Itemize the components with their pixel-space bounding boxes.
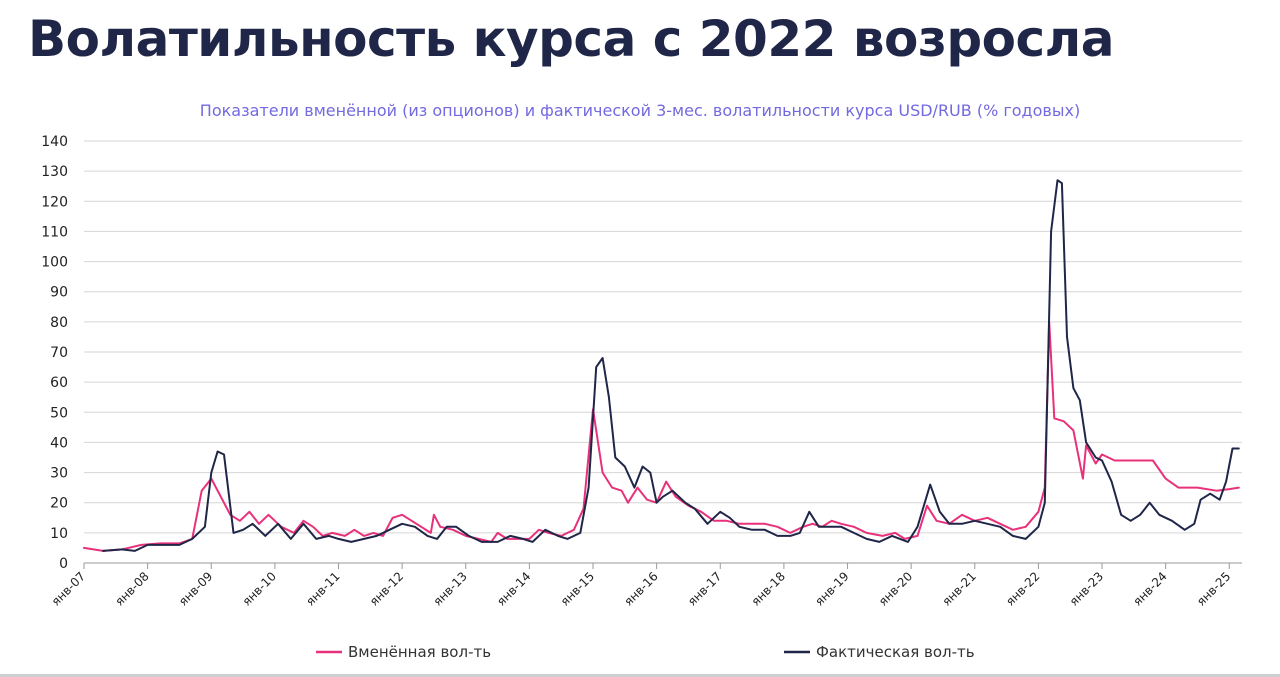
y-tick-label: 70 [50,345,68,361]
y-tick-label: 60 [50,375,68,391]
x-tick-label: янв-18 [749,569,788,608]
y-tick-label: 50 [50,405,68,421]
page-title: Волатильность курса с 2022 возросла [28,10,1115,68]
y-tick-label: 10 [50,526,68,542]
x-axis: янв-07 янв-08 янв-09 янв-10 янв-11 янв-12 янв-… [49,563,1233,609]
y-tick-label: 90 [50,285,68,301]
y-tick-label: 110 [41,224,68,240]
y-tick-label: 0 [59,556,68,572]
y-tick-label: 130 [41,164,68,180]
series-line-implied-vol [83,320,1240,552]
x-tick-label: янв-09 [176,569,215,608]
chart-subtitle: Показатели вменённой (из опционов) и фак… [199,101,1081,120]
x-tick-label: янв-19 [812,569,851,608]
y-tick-label: 30 [50,466,68,482]
x-tick-label: янв-14 [494,569,533,608]
x-tick-label: янв-16 [621,569,660,608]
x-tick-label: янв-17 [685,569,724,608]
y-tick-label: 80 [50,315,68,331]
y-tick-label: 20 [50,496,68,512]
x-tick-label: янв-24 [1130,569,1169,608]
legend-label: Вменённая вол-ть [348,643,491,661]
bottom-divider [0,674,1280,677]
x-tick-label: янв-21 [939,569,978,608]
y-tick-label: 100 [41,255,68,271]
x-tick-label: янв-10 [240,569,279,608]
x-tick-label: янв-23 [1067,569,1106,608]
x-tick-label: янв-22 [1003,569,1042,608]
y-tick-label: 120 [41,194,68,210]
x-tick-label: янв-07 [49,569,88,608]
x-tick-label: янв-25 [1194,569,1233,608]
series-lines [83,179,1240,552]
series-line-realized-vol [102,179,1240,552]
x-tick-label: янв-15 [558,569,597,608]
x-tick-label: янв-13 [430,569,469,608]
x-tick-label: янв-08 [112,569,151,608]
x-tick-label: янв-20 [876,569,915,608]
x-tick-label: янв-11 [303,569,342,608]
x-tick-label: янв-12 [367,569,406,608]
legend: Вменённая вол-ть Фактическая вол-ть [316,643,975,661]
y-tick-label: 140 [41,134,68,150]
legend-label: Фактическая вол-ть [816,643,975,661]
y-tick-label: 40 [50,435,68,451]
y-axis: 0 10 20 30 40 50 60 70 80 90 100 110 120 130 140 [41,134,68,572]
